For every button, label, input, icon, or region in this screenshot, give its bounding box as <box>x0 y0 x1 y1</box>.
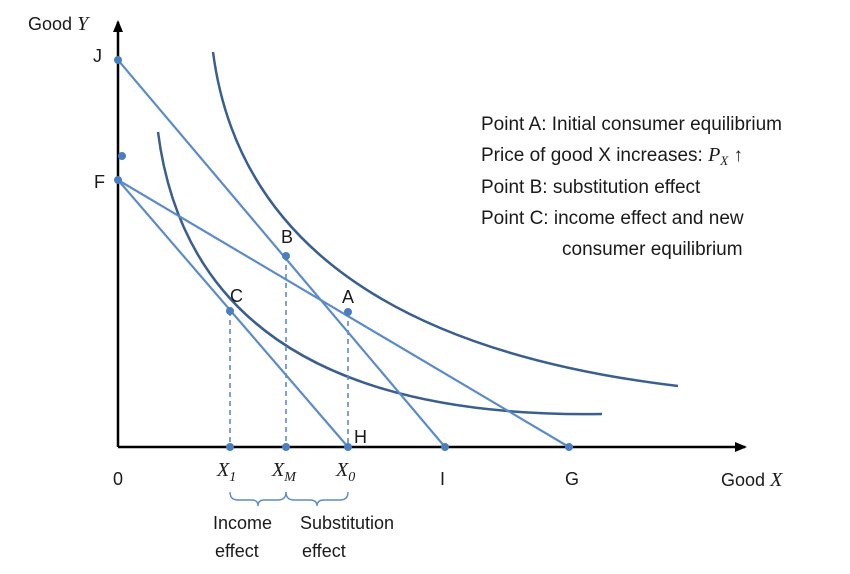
y-axis-label: Good Y <box>28 13 90 35</box>
label-f: F <box>94 172 105 192</box>
note-price-increase: Price of good X increases: PX ↑ <box>481 144 744 168</box>
point-c <box>226 307 234 315</box>
point-b <box>282 252 290 260</box>
x-axis-label: Good X <box>721 469 783 491</box>
substitution-effect-brace <box>285 491 349 507</box>
note-point-c-cont: consumer equilibrium <box>562 239 743 260</box>
label-i: I <box>440 469 445 489</box>
income-effect-label-2: effect <box>215 541 259 561</box>
point-j <box>114 56 122 64</box>
point-h <box>344 443 352 451</box>
budget-line-jI <box>117 59 446 448</box>
label-j: J <box>93 46 102 66</box>
legend-notes: Point A: Initial consumer equilibrium Pr… <box>481 109 782 265</box>
note-point-b: Point B: substitution effect <box>481 177 701 198</box>
tick-x0: X0 <box>335 459 355 485</box>
note-point-c: Point C: income effect and new <box>481 208 744 229</box>
tick-x1: X1 <box>216 459 236 485</box>
substitution-effect-label-2: effect <box>302 541 346 561</box>
point-x1 <box>226 443 234 451</box>
point-a <box>344 308 352 316</box>
indifference-curve-upper <box>211 51 679 388</box>
point-xm <box>282 443 290 451</box>
tick-xm: XM <box>271 459 297 485</box>
label-a: A <box>342 287 354 307</box>
point-f <box>114 176 122 184</box>
budget-line-fG <box>117 179 570 448</box>
point-g <box>565 443 573 451</box>
label-h: H <box>354 427 367 447</box>
origin-label: 0 <box>113 469 123 489</box>
up-arrow-icon: ↑ <box>733 145 744 166</box>
note-point-a: Point A: Initial consumer equilibrium <box>481 114 782 135</box>
indifference-curve-lower <box>156 131 603 416</box>
label-c: C <box>230 286 243 306</box>
point-i <box>441 443 449 451</box>
income-effect-label: Income <box>213 513 272 533</box>
income-effect-brace <box>229 491 287 507</box>
label-g: G <box>565 469 579 489</box>
label-b: B <box>281 227 293 247</box>
point-extra-y <box>118 152 126 160</box>
substitution-effect-label: Substitution <box>300 513 394 533</box>
